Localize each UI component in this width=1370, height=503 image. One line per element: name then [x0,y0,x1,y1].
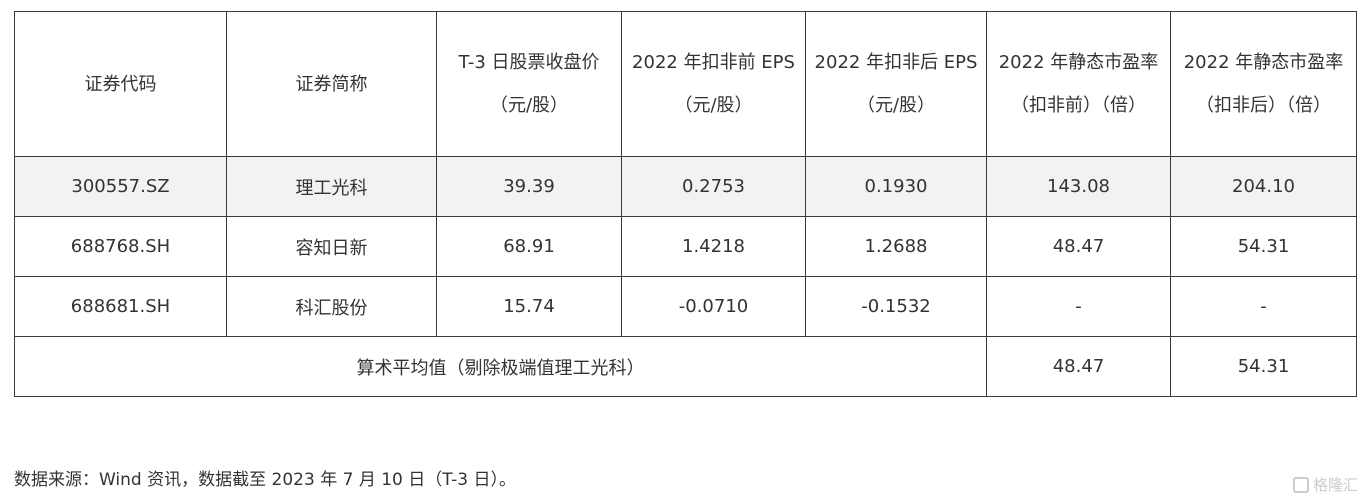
cell: 容知日新 [226,216,437,277]
average-pe-before: 48.47 [986,336,1171,397]
valuation-table: 证券代码 证券简称 T-3 日股票收盘价（元/股） 2022 年扣非前 EPS（… [14,11,1357,397]
table-row: 688768.SH 容知日新 68.91 1.4218 1.2688 48.47… [14,216,1357,277]
cell: 1.4218 [621,216,806,277]
watermark-logo-icon [1292,476,1309,493]
cell: 0.1930 [805,156,987,217]
table-row: 300557.SZ 理工光科 39.39 0.2753 0.1930 143.0… [14,156,1357,217]
cell: 39.39 [436,156,622,217]
header-eps-after: 2022 年扣非后 EPS（元/股） [805,11,987,157]
cell: 科汇股份 [226,276,437,337]
cell: - [1170,276,1357,337]
cell: -0.1532 [805,276,987,337]
watermark-text: 格隆汇 [1312,476,1358,494]
cell: - [986,276,1171,337]
header-row: 证券代码 证券简称 T-3 日股票收盘价（元/股） 2022 年扣非前 EPS（… [14,11,1357,157]
header-eps-before: 2022 年扣非前 EPS（元/股） [621,11,806,157]
cell: 15.74 [436,276,622,337]
header-code: 证券代码 [14,11,227,157]
source-note: 数据来源：Wind 资讯，数据截至 2023 年 7 月 10 日（T-3 日）… [14,470,516,490]
table-row: 688681.SH 科汇股份 15.74 -0.0710 -0.1532 - - [14,276,1357,337]
cell: 48.47 [986,216,1171,277]
header-pe-after: 2022 年静态市盈率（扣非后）（倍） [1170,11,1357,157]
average-label: 算术平均值（剔除极端值理工光科） [14,336,987,397]
cell: 300557.SZ [14,156,227,217]
cell: 68.91 [436,216,622,277]
cell: 688681.SH [14,276,227,337]
average-row: 算术平均值（剔除极端值理工光科） 48.47 54.31 [14,336,1357,397]
cell: 54.31 [1170,216,1357,277]
header-pe-before: 2022 年静态市盈率（扣非前）（倍） [986,11,1171,157]
header-name: 证券简称 [226,11,437,157]
watermark: 格隆汇 [1292,474,1358,495]
cell: 143.08 [986,156,1171,217]
cell: 0.2753 [621,156,806,217]
cell: 理工光科 [226,156,437,217]
cell: -0.0710 [621,276,806,337]
cell: 1.2688 [805,216,987,277]
header-price: T-3 日股票收盘价（元/股） [436,11,622,157]
average-pe-after: 54.31 [1170,336,1357,397]
cell: 204.10 [1170,156,1357,217]
cell: 688768.SH [14,216,227,277]
